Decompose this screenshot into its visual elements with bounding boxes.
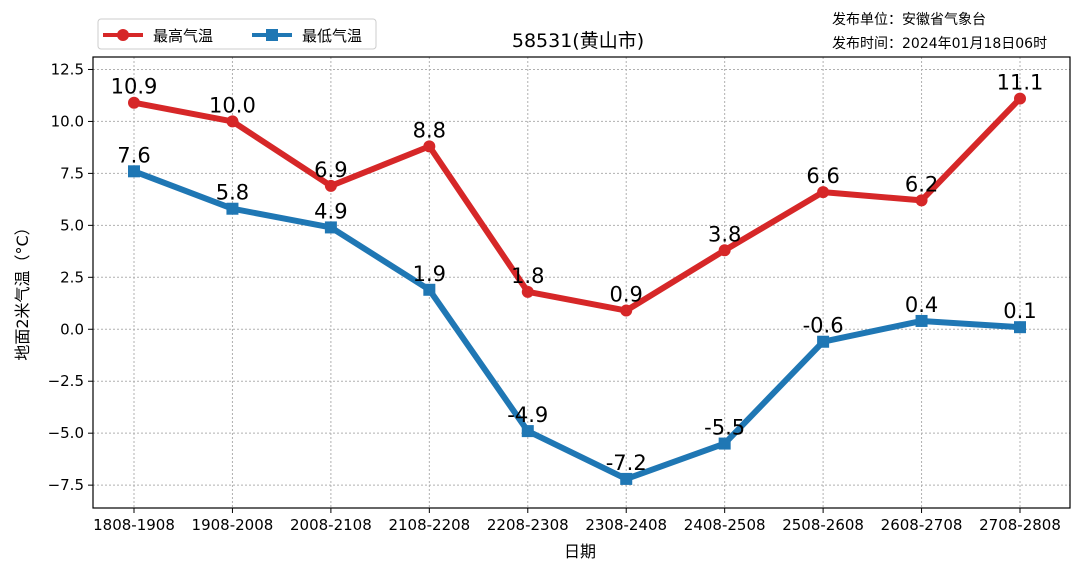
data-point	[915, 194, 928, 207]
y-axis-label: 地面2米气温（°C）	[13, 219, 32, 360]
data-point	[817, 335, 830, 348]
y-tick-label: 12.5	[51, 60, 84, 78]
series-line-min	[132, 168, 1021, 482]
y-tick-label: 2.5	[60, 268, 84, 286]
y-tick-label: 10.0	[51, 112, 84, 130]
legend-label-max: 最高气温	[153, 27, 213, 45]
data-label: 0.9	[610, 283, 643, 307]
y-tick-label: −7.5	[48, 476, 84, 494]
axes: 1808-1908 1908-2008 2008-2108 2108-2208 2208…	[48, 60, 1061, 534]
data-point	[620, 304, 633, 317]
data-point	[128, 165, 140, 178]
data-point	[1014, 321, 1026, 334]
data-label: 3.8	[708, 222, 741, 246]
data-point	[521, 425, 534, 438]
x-tick-label: 2608-2708	[881, 516, 963, 534]
legend: 最高气温 最低气温	[97, 18, 377, 50]
data-point	[1014, 92, 1026, 105]
data-label: -5.5	[704, 416, 745, 440]
data-label: 11.1	[997, 71, 1044, 95]
legend-label-min: 最低气温	[302, 27, 362, 45]
x-tick-label: 2208-2308	[487, 516, 569, 534]
data-point	[718, 437, 731, 450]
data-label: 5.8	[216, 181, 249, 205]
y-tick-label: −5.0	[48, 424, 84, 442]
data-point	[915, 314, 928, 327]
data-label: 6.9	[314, 158, 347, 182]
data-label: -7.2	[606, 451, 647, 475]
data-point	[324, 221, 337, 234]
data-point	[324, 179, 337, 192]
data-label: -4.9	[507, 403, 548, 427]
data-label: 1.8	[511, 264, 544, 288]
series-line-max	[133, 96, 1023, 314]
x-tick-label: 2008-2108	[290, 516, 372, 534]
data-label: 6.6	[806, 164, 839, 188]
x-tick-label: 2108-2208	[388, 516, 470, 534]
x-tick-label: 1908-2008	[192, 516, 274, 534]
y-tick-label: −2.5	[48, 372, 84, 390]
x-tick-label: 2508-2608	[782, 516, 864, 534]
x-tick-label: 1808-1908	[93, 516, 175, 534]
chart-title: 58531(黄山市)	[512, 30, 644, 52]
data-point	[718, 244, 731, 257]
data-label: 10.0	[209, 93, 256, 117]
y-tick-label: 5.0	[60, 216, 84, 234]
x-tick-label: 2708-2808	[979, 516, 1061, 534]
data-point	[128, 96, 140, 109]
plot-frame	[92, 56, 1071, 509]
data-label: 4.9	[314, 199, 347, 223]
data-point	[226, 202, 239, 215]
data-labels: 10.9 10.0 6.9 8.8 1.8 0.9 3.8 6.6 6.2 11.1 7.6 5.8 4…	[111, 71, 1044, 475]
publisher-info: 发布单位：安徽省气象台	[832, 12, 986, 28]
y-tick-label: 7.5	[60, 164, 84, 182]
x-axis-label: 日期	[564, 542, 596, 561]
x-tick-label: 2308-2408	[585, 516, 667, 534]
x-tick-label: 2408-2508	[684, 516, 766, 534]
data-point	[423, 283, 436, 296]
legend-marker-max-circle-icon	[117, 29, 129, 41]
data-point	[817, 186, 830, 199]
data-label: 10.9	[111, 75, 158, 99]
data-point	[423, 140, 436, 153]
data-label: 0.4	[905, 293, 938, 317]
data-label: 1.9	[413, 262, 446, 286]
legend-box	[97, 18, 377, 50]
data-label: 0.1	[1003, 299, 1036, 323]
data-label: 8.8	[413, 118, 446, 142]
data-label: 6.2	[905, 172, 938, 196]
data-point	[521, 285, 534, 298]
data-label: 7.6	[117, 143, 150, 167]
data-label: -0.6	[803, 314, 844, 338]
data-point	[620, 472, 633, 485]
grid	[93, 57, 1070, 508]
data-point	[226, 115, 239, 128]
series-layer	[128, 92, 1026, 485]
y-tick-label: 0.0	[60, 320, 84, 338]
publish-time: 发布时间：2024年01月18日06时	[832, 36, 1047, 52]
legend-marker-min-square-icon	[266, 29, 278, 41]
